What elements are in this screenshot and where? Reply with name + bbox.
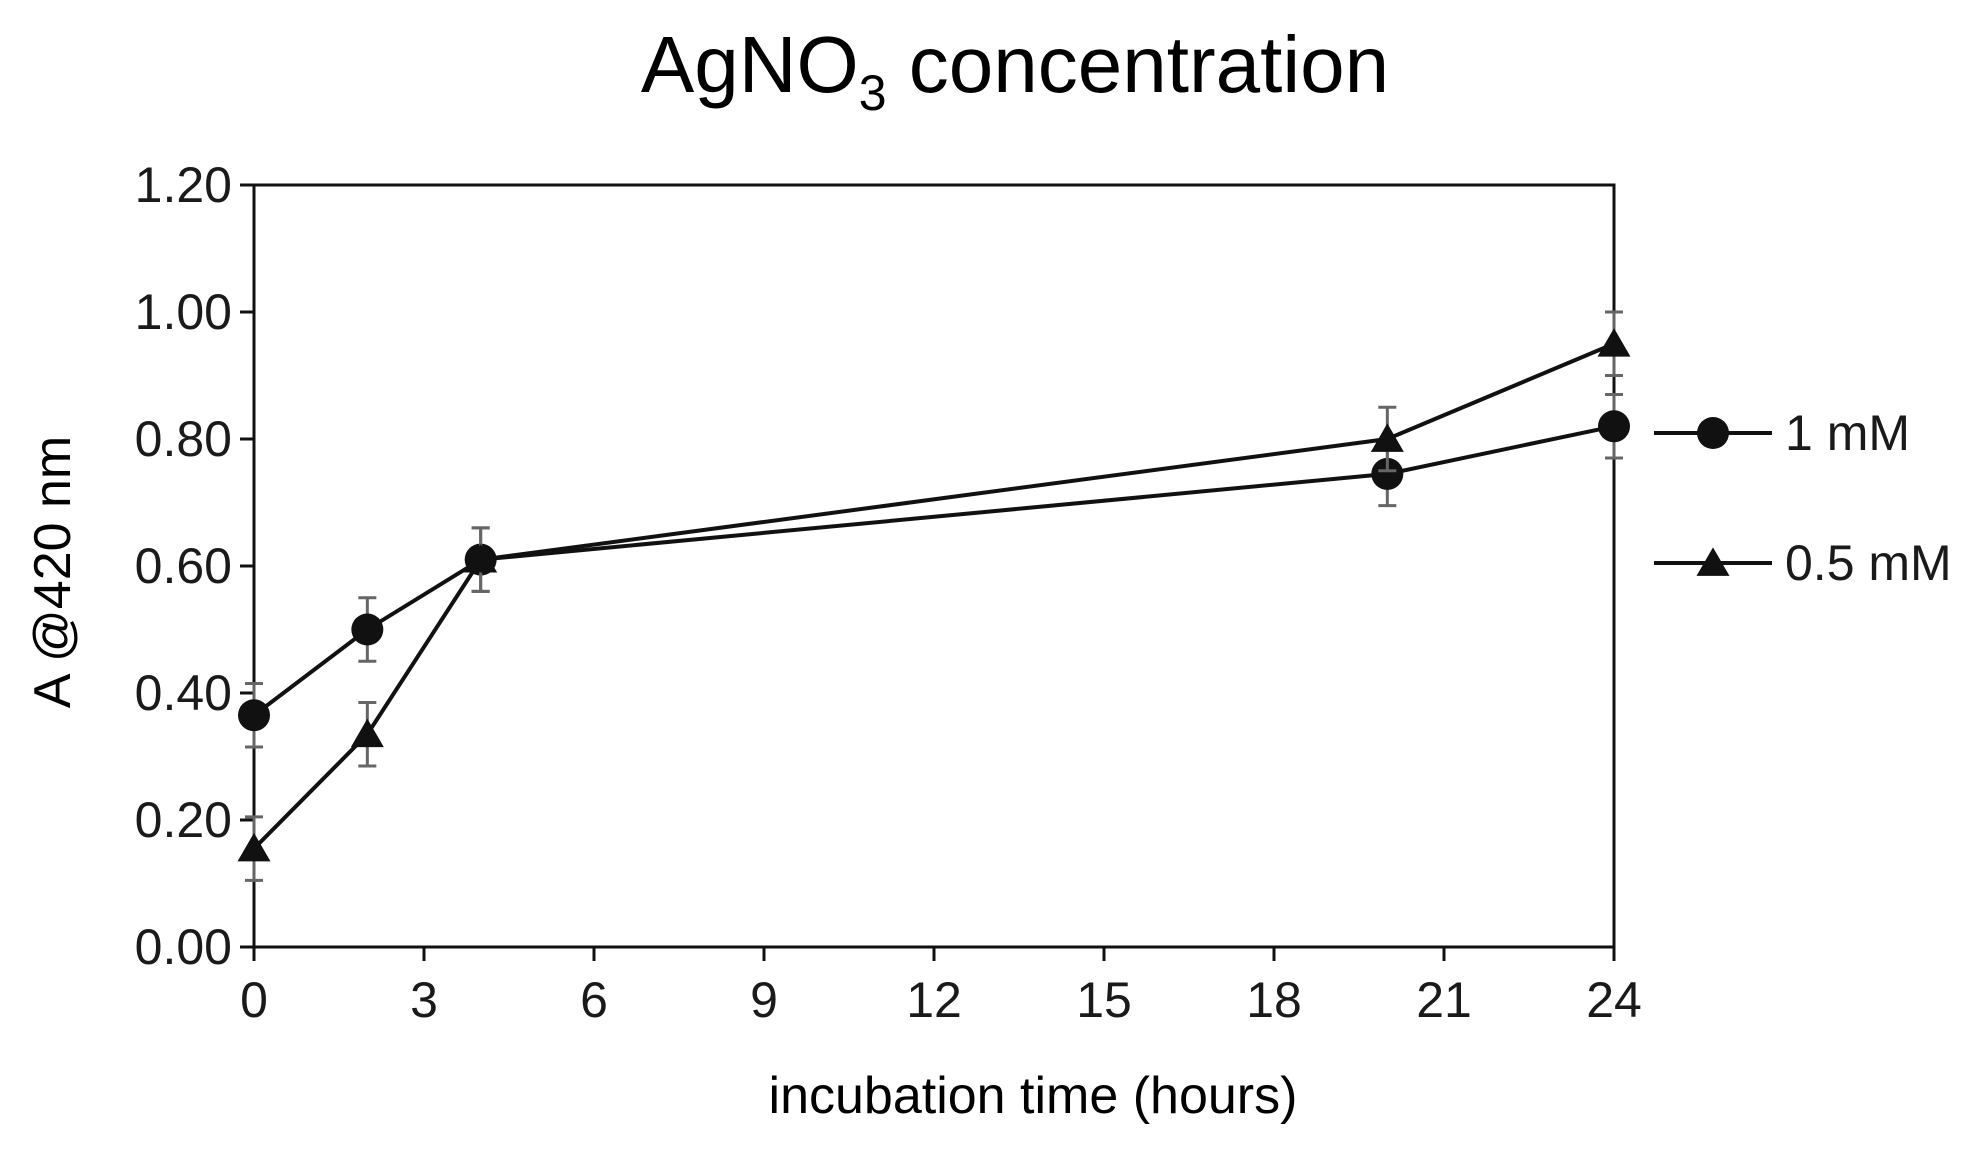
- plot-frame: [252, 183, 1616, 949]
- series-1mm: [238, 393, 1630, 749]
- x-axis-title: incubation time (hours): [769, 1067, 1298, 1125]
- y-tick-label: 0.60: [135, 538, 232, 594]
- legend-item-1mm: 1 mM: [1654, 405, 1910, 461]
- series-line: [252, 424, 1615, 717]
- series-05mm: [237, 310, 1631, 882]
- x-tick-label: 9: [750, 972, 778, 1028]
- series-line: [252, 341, 1615, 850]
- legend: 1 mM 0.5 mM: [1654, 405, 1952, 591]
- y-tick-label: 1.20: [135, 157, 232, 213]
- chart-title: AgNO3 concentration: [641, 20, 1389, 121]
- y-axis-title: A @420 nm: [24, 436, 82, 709]
- x-tick-label: 24: [1586, 972, 1642, 1028]
- data-point-triangle: [464, 543, 498, 573]
- x-tick-label: 18: [1246, 972, 1302, 1028]
- data-point-triangle: [350, 718, 384, 748]
- data-point-triangle: [1597, 328, 1631, 357]
- x-tick-label: 0: [240, 972, 268, 1028]
- legend-label: 1 mM: [1785, 405, 1910, 461]
- plot-area: 0.00 0.20 0.40 0.60 0.80 1.00 1.20 0 3 6 9 12 15 18 21…: [135, 157, 1642, 1028]
- data-point-circle: [1598, 410, 1630, 443]
- y-tick-label: 0.40: [135, 665, 232, 721]
- x-tick-label: 6: [580, 972, 608, 1028]
- data-point-circle: [238, 699, 270, 732]
- data-point-triangle: [1370, 423, 1404, 452]
- y-tick-label: 0.20: [135, 792, 232, 848]
- data-point-circle: [1371, 457, 1404, 490]
- x-tick-label: 3: [410, 972, 438, 1028]
- data-point-triangle: [237, 832, 271, 862]
- y-tick-label: 0.00: [135, 919, 232, 975]
- data-point-circle: [351, 613, 384, 646]
- legend-marker-triangle: [1696, 547, 1730, 576]
- x-tick-label: 15: [1076, 972, 1132, 1028]
- legend-marker-circle: [1697, 417, 1729, 449]
- legend-item-05mm: 0.5 mM: [1654, 535, 1952, 591]
- y-tick-label: 0.80: [135, 411, 232, 467]
- chart-title-rest: concentration: [887, 20, 1390, 109]
- x-tick-label: 12: [906, 972, 962, 1028]
- chart-title-main: AgNO: [641, 20, 859, 109]
- legend-label: 0.5 mM: [1785, 535, 1952, 591]
- chart-title-subscript: 3: [859, 65, 887, 121]
- x-tick-label: 21: [1416, 972, 1472, 1028]
- y-tick-label: 1.00: [135, 284, 232, 340]
